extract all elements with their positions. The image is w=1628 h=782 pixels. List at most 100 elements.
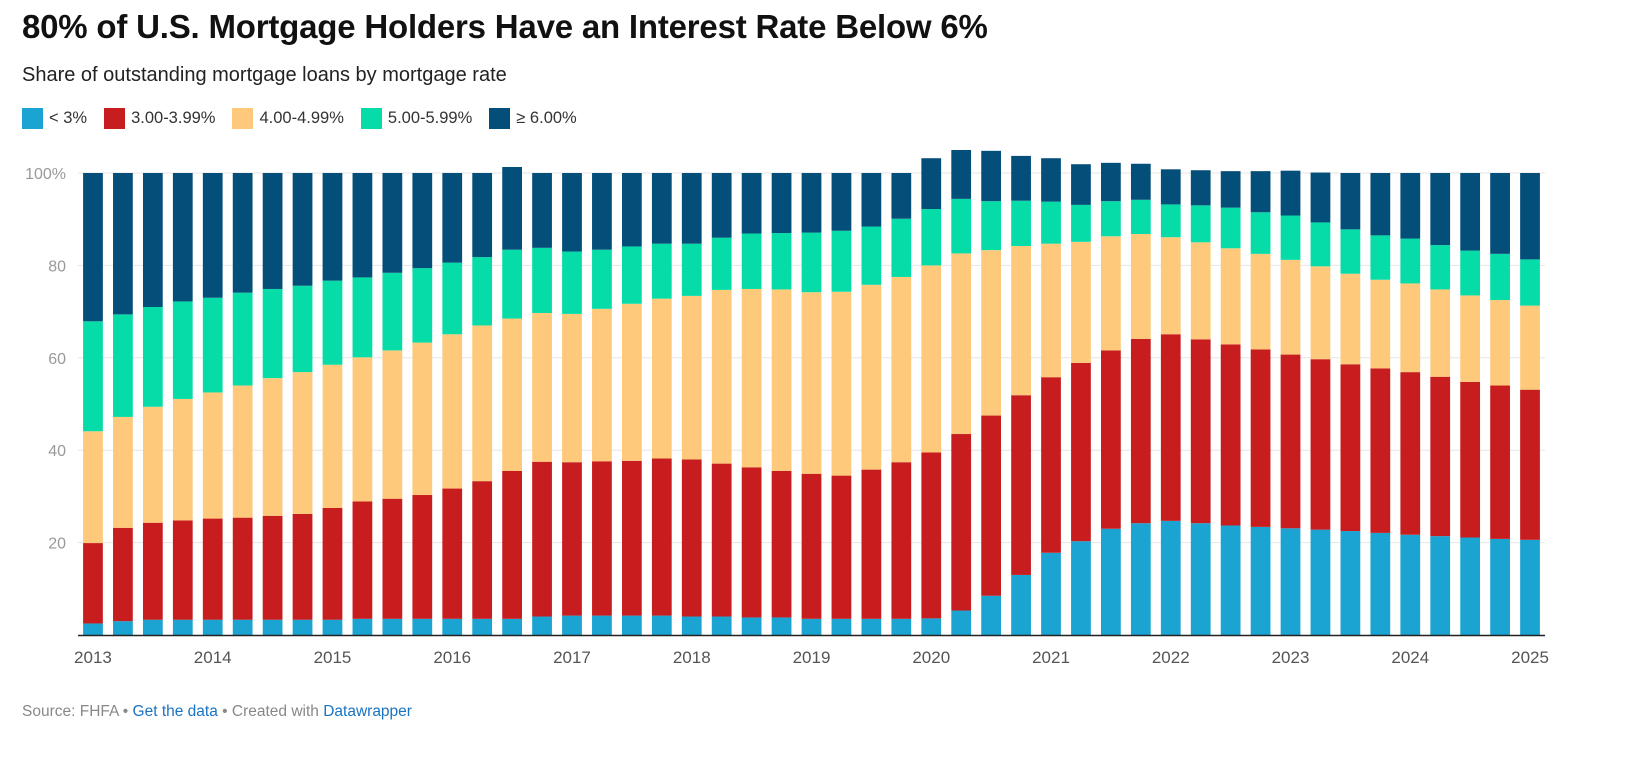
bar-segment — [681, 295, 702, 460]
bar-segment — [681, 243, 702, 296]
bar-segment — [1220, 248, 1241, 345]
bar-segment — [232, 385, 253, 518]
bar-segment — [1220, 207, 1241, 249]
bar-segment — [1101, 162, 1121, 202]
legend-label-3-to-3-99: 3.00-3.99% — [131, 109, 216, 127]
bar-segment — [1340, 364, 1361, 532]
bar-segment — [1520, 389, 1540, 540]
bar-segment — [1400, 173, 1421, 239]
bar-segment — [1160, 237, 1181, 335]
x-tick-label: 2014 — [194, 648, 232, 667]
bar-segment — [322, 619, 343, 635]
bar-segment — [1250, 171, 1271, 213]
bar-segment — [1220, 171, 1241, 208]
bar-segment — [172, 398, 193, 521]
bar-segment — [442, 618, 463, 635]
bar-segment — [1430, 289, 1451, 377]
bar-segment — [322, 173, 343, 281]
y-tick-label: 40 — [48, 443, 66, 460]
bar-segment — [1011, 395, 1031, 575]
bar-segment — [1190, 242, 1211, 340]
bar-segment — [711, 463, 732, 617]
bar-segment — [292, 513, 313, 620]
bar-segment — [532, 461, 552, 617]
get-the-data-link[interactable]: Get the data — [132, 703, 218, 720]
legend-swatch-below-3 — [22, 108, 43, 129]
bar-segment — [592, 173, 612, 250]
bar-segment — [1430, 536, 1451, 635]
bar-segment — [1460, 295, 1481, 382]
bar-segment — [592, 249, 612, 309]
bar-segment — [801, 173, 822, 233]
bar-segment — [1011, 155, 1031, 201]
bar-segment — [801, 232, 822, 293]
bar-segment — [1430, 245, 1451, 290]
bar-segment — [771, 233, 792, 290]
bar-segment — [891, 618, 912, 635]
bar-segment — [861, 173, 882, 227]
bar-segment — [1310, 222, 1331, 267]
bar-segment — [801, 473, 822, 619]
bar-segment — [831, 173, 852, 231]
bar-segment — [202, 392, 223, 519]
bar-segment — [1130, 163, 1151, 200]
bar-segment — [442, 262, 463, 335]
bar-segment — [113, 621, 133, 635]
bar-segment — [1370, 532, 1391, 635]
bar-segment — [1250, 212, 1271, 254]
bar-segment — [1490, 538, 1510, 635]
bar-segment — [142, 522, 163, 620]
y-tick-label: 80 — [48, 258, 66, 275]
bar-segment — [981, 415, 1002, 596]
bar-segment — [442, 488, 463, 619]
bar-segment — [1490, 300, 1510, 386]
x-tick-label: 2013 — [74, 648, 112, 667]
bar-segment — [502, 249, 522, 319]
legend-item-3-to-3-99: 3.00-3.99% — [104, 108, 215, 129]
bar-segment — [711, 173, 732, 238]
bar-segment — [502, 166, 522, 250]
bar-segment — [1280, 170, 1301, 216]
bar-segment — [382, 173, 403, 273]
bar-segment — [262, 619, 283, 635]
bar-segment — [83, 543, 103, 624]
bar-segment — [1160, 520, 1181, 635]
bar-segment — [621, 303, 642, 461]
bar-segment — [113, 173, 133, 315]
bar-segment — [1370, 173, 1391, 236]
bar-segment — [412, 495, 433, 619]
bar-segment — [831, 291, 852, 476]
bar-segment — [292, 285, 313, 373]
bar-segment — [891, 276, 912, 463]
bar-segment — [562, 313, 582, 463]
bar-segment — [1460, 381, 1481, 538]
bar-segment — [472, 325, 493, 482]
bar-segment — [412, 618, 433, 635]
bar-segment — [83, 431, 103, 544]
bar-segment — [1250, 526, 1271, 635]
bar-segment — [1280, 215, 1301, 260]
bar-segment — [1041, 377, 1061, 553]
bar-segment — [172, 619, 193, 635]
bar-segment — [711, 237, 732, 290]
bar-segment — [412, 342, 433, 496]
bar-segment — [1400, 372, 1421, 535]
bar-segment — [113, 527, 133, 622]
bar-segment — [382, 618, 403, 635]
bar-segment — [562, 251, 582, 314]
bar-segment — [262, 288, 283, 379]
datawrapper-link[interactable]: Datawrapper — [323, 703, 412, 720]
bar-segment — [1130, 338, 1151, 524]
bar-segment — [741, 233, 762, 289]
bar-segment — [113, 416, 133, 528]
bar-segment — [621, 246, 642, 304]
bar-segment — [921, 618, 942, 635]
stacked-bar-chart: 20 40 60 80 100% 2013 2014 2015 2016 2017 2018 2019… — [25, 150, 1549, 667]
x-tick-label: 2016 — [433, 648, 471, 667]
bar-segment — [1220, 525, 1241, 635]
bar-segment — [472, 481, 493, 619]
bar-segment — [1400, 238, 1421, 284]
bar-segment — [1490, 253, 1510, 301]
bar-segment — [891, 218, 912, 277]
legend-item-5-to-5-99: 5.00-5.99% — [360, 108, 472, 129]
